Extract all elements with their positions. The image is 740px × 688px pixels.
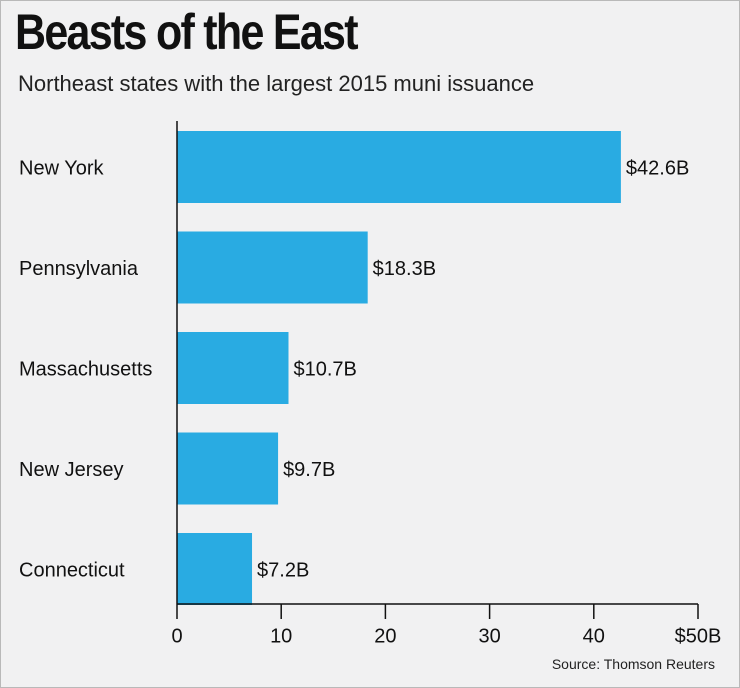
x-tick-label: 30	[478, 625, 500, 647]
value-label: $7.2B	[257, 559, 309, 581]
bar-new-jersey	[177, 432, 279, 505]
bar-connecticut	[177, 533, 253, 605]
value-label: $10.7B	[293, 358, 356, 380]
category-label: New Jersey	[19, 459, 123, 481]
chart-source: Source: Thomson Reuters	[551, 656, 715, 672]
x-tick-label: 10	[270, 625, 292, 647]
category-label: New York	[19, 157, 104, 179]
x-tick-label: 20	[374, 625, 396, 647]
x-tick-label: $50B	[675, 625, 722, 647]
bar-pennsylvania	[177, 231, 368, 304]
category-label: Pennsylvania	[19, 258, 139, 280]
category-label: Connecticut	[19, 559, 125, 581]
chart-title: Beasts of the East	[15, 4, 359, 60]
bar-massachusetts	[177, 332, 289, 404]
value-label: $9.7B	[283, 459, 335, 481]
chart-subtitle: Northeast states with the largest 2015 m…	[18, 71, 535, 96]
value-label: $42.6B	[626, 157, 689, 179]
category-label: Massachusetts	[19, 358, 152, 380]
x-tick-label: 0	[171, 625, 182, 647]
value-label: $18.3B	[373, 258, 436, 280]
x-tick-label: 40	[583, 625, 605, 647]
bar-new-york	[177, 131, 621, 203]
